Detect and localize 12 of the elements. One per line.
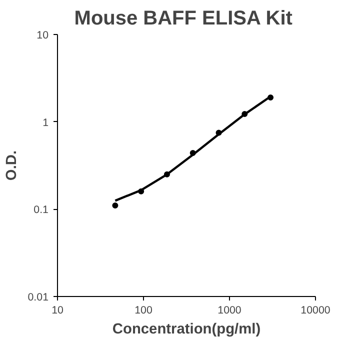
x-tick-label: 10	[52, 304, 64, 316]
y-tick-label: 10	[36, 30, 49, 42]
y-tick-label: 0.01	[28, 292, 49, 304]
y-tick-label: 1	[42, 116, 49, 129]
chart-title: Mouse BAFF ELISA Kit	[74, 8, 293, 30]
point	[112, 202, 118, 209]
x-tick-label: 100	[134, 304, 152, 316]
x-tick-label: 10000	[300, 304, 330, 316]
x-axis-title: Concentration(pg/ml)	[112, 322, 261, 338]
x-tick-label: 1000	[218, 304, 242, 316]
y-tick-label: 0.1	[34, 204, 49, 216]
y-axis-title: O.D.	[4, 150, 20, 181]
